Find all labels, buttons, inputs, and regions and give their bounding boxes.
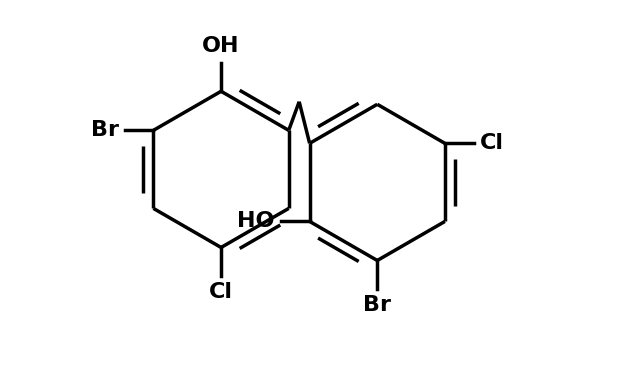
Text: Cl: Cl: [480, 133, 504, 153]
Text: Br: Br: [91, 120, 118, 140]
Text: OH: OH: [202, 36, 240, 56]
Text: Br: Br: [364, 295, 391, 315]
Text: HO: HO: [237, 211, 275, 232]
Text: Cl: Cl: [209, 282, 233, 302]
